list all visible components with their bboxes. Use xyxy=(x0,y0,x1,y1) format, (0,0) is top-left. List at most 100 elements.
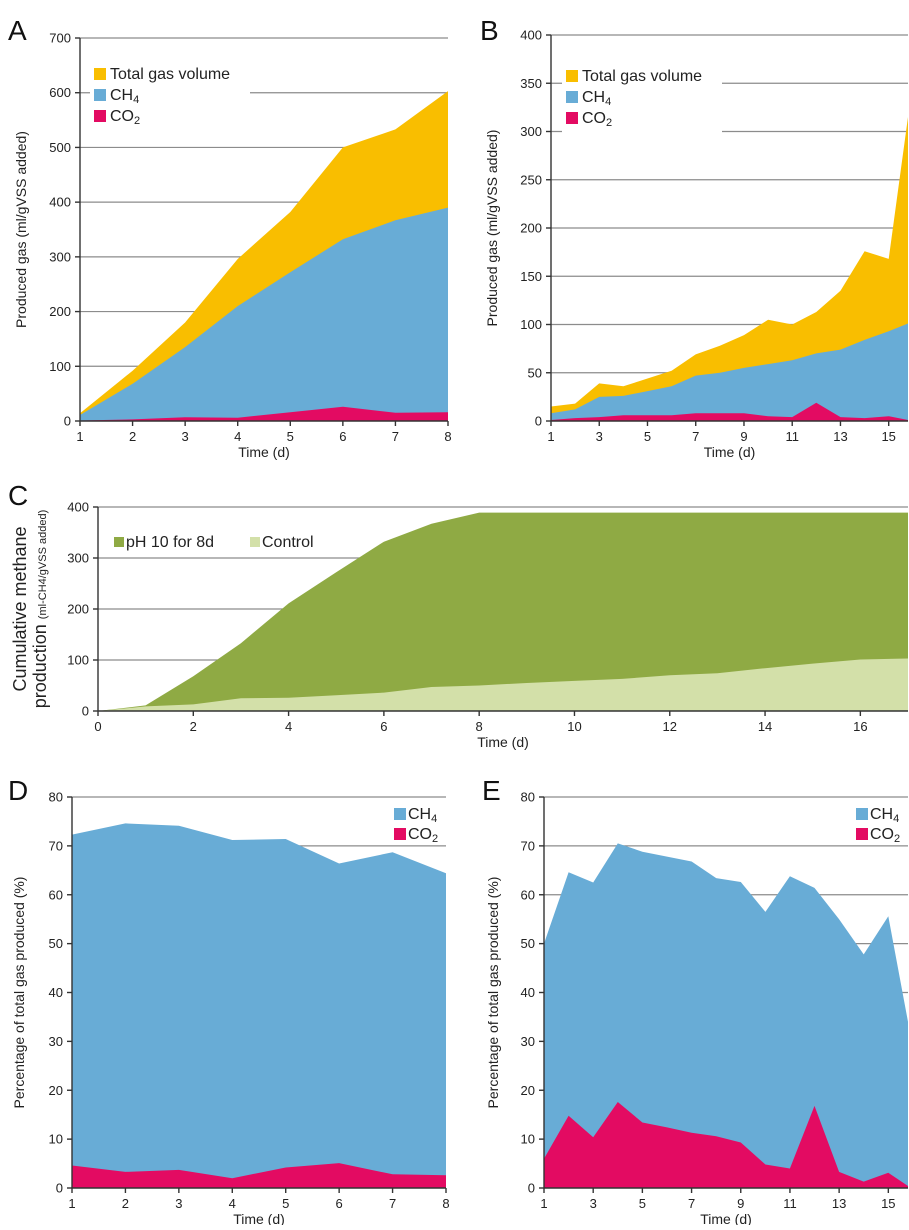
chart-panel-c: 0 100 200 300 400 0 2 4 6 8 10 12 14 16 Time (d) Cumula… xyxy=(8,480,908,750)
legend-swatch-ch4 xyxy=(566,91,578,103)
x-tick-label: 1 xyxy=(547,429,554,444)
x-tick-label: 9 xyxy=(737,1196,744,1211)
y-tick-label: 400 xyxy=(67,500,89,515)
chart-panel-a: 0 100 200 300 400 500 600 700 1 2 3 4 5 6 7 8 Time (d) Pr… xyxy=(8,15,452,460)
area-series-ch4 xyxy=(80,207,448,421)
y-tick-label: 40 xyxy=(49,985,63,1000)
y-tick-label: 200 xyxy=(67,602,89,617)
panel-letter: E xyxy=(482,775,501,806)
x-tick-label: 4 xyxy=(229,1196,236,1211)
x-tick-label: 13 xyxy=(833,429,847,444)
x-tick-label: 7 xyxy=(392,429,399,444)
x-axis-label: Time (d) xyxy=(233,1211,285,1225)
x-tick-label: 11 xyxy=(785,429,799,444)
y-tick-label: 30 xyxy=(521,1034,535,1049)
y-tick-label: 200 xyxy=(520,221,542,236)
area-series-ph-10-for-8d xyxy=(98,512,908,711)
y-axis-label: Percentage of total gas produced (%) xyxy=(11,877,27,1109)
x-axis-label: Time (d) xyxy=(704,444,756,460)
y-tick-label: 0 xyxy=(535,414,542,429)
x-tick-label: 14 xyxy=(758,719,772,734)
x-tick-label: 12 xyxy=(663,719,677,734)
area-series-control xyxy=(98,658,908,711)
legend-label-co2: CO2 xyxy=(408,826,438,845)
y-tick-label: 80 xyxy=(49,790,63,805)
x-tick-label: 1 xyxy=(540,1196,547,1211)
y-tick-label: 700 xyxy=(49,31,71,46)
x-tick-label: 16 xyxy=(853,719,867,734)
panel-letter: D xyxy=(8,775,28,806)
y-tick-label: 250 xyxy=(520,172,542,187)
x-tick-label: 9 xyxy=(740,429,747,444)
area-series-ch4 xyxy=(551,323,908,421)
legend-label-ch4: CH4 xyxy=(408,806,437,825)
y-tick-label: 0 xyxy=(528,1181,535,1196)
y-tick-label: 70 xyxy=(49,838,63,853)
y-tick-label: 10 xyxy=(49,1132,63,1147)
y-tick-label: 70 xyxy=(521,838,535,853)
y-tick-label: 60 xyxy=(49,887,63,902)
x-tick-label: 7 xyxy=(688,1196,695,1211)
y-tick-label: 100 xyxy=(67,653,89,668)
legend-swatch-ph-10-for-8d xyxy=(114,537,124,547)
y-tick-label: 50 xyxy=(528,365,542,380)
x-axis-label: Time (d) xyxy=(700,1211,752,1225)
y-axis-label: Produced gas (ml/gVSS added) xyxy=(484,130,500,327)
x-tick-label: 5 xyxy=(287,429,294,444)
x-tick-label: 3 xyxy=(182,429,189,444)
y-tick-label: 300 xyxy=(49,249,71,264)
legend-background xyxy=(562,66,722,139)
y-tick-label: 20 xyxy=(49,1083,63,1098)
x-tick-label: 1 xyxy=(76,429,83,444)
x-tick-label: 8 xyxy=(442,1196,449,1211)
legend-label-co2: CO2 xyxy=(582,110,612,129)
y-tick-label: 10 xyxy=(521,1132,535,1147)
legend-label-control: Control xyxy=(262,534,314,551)
panel-letter: B xyxy=(480,15,499,46)
y-axis-label: Percentage of total gas produced (%) xyxy=(485,877,501,1109)
x-tick-label: 3 xyxy=(596,429,603,444)
y-tick-label: 200 xyxy=(49,304,71,319)
y-tick-label: 80 xyxy=(521,790,535,805)
x-tick-label: 3 xyxy=(590,1196,597,1211)
x-tick-label: 15 xyxy=(881,1196,895,1211)
legend-swatch-total-gas-volume xyxy=(94,68,106,80)
y-tick-label: 20 xyxy=(521,1083,535,1098)
x-tick-label: 1 xyxy=(68,1196,75,1211)
x-tick-label: 6 xyxy=(336,1196,343,1211)
y-tick-label: 500 xyxy=(49,140,71,155)
x-tick-label: 5 xyxy=(644,429,651,444)
legend-label-co2: CO2 xyxy=(110,108,140,127)
x-tick-label: 8 xyxy=(444,429,451,444)
x-tick-label: 6 xyxy=(339,429,346,444)
legend-label-ch4: CH4 xyxy=(582,89,611,108)
x-tick-label: 2 xyxy=(122,1196,129,1211)
area-series-co2 xyxy=(551,402,908,421)
x-tick-label: 6 xyxy=(380,719,387,734)
y-tick-label: 60 xyxy=(521,887,535,902)
y-tick-label: 100 xyxy=(520,317,542,332)
legend-background xyxy=(90,64,250,137)
chart-panel-d: 0 10 20 30 40 50 60 70 80 1 2 3 4 5 6 7 8 Time (d) Percent… xyxy=(8,775,450,1227)
area-series-co2 xyxy=(544,1102,908,1188)
legend-label-ph-10-for-8d: pH 10 for 8d xyxy=(126,534,214,551)
x-tick-label: 13 xyxy=(832,1196,846,1211)
legend-label-ch4: CH4 xyxy=(870,806,899,825)
x-tick-label: 2 xyxy=(129,429,136,444)
y-tick-label: 100 xyxy=(49,359,71,374)
legend-label-total-gas-volume: Total gas volume xyxy=(110,66,230,83)
legend-swatch-co2 xyxy=(394,828,406,840)
legend-swatch-ch4 xyxy=(394,808,406,820)
area-series-co2 xyxy=(80,406,448,421)
y-axis-label-line1: Cumulative methane xyxy=(10,526,30,691)
y-tick-label: 30 xyxy=(49,1034,63,1049)
y-axis-label: Produced gas (ml/gVSS added) xyxy=(13,131,29,328)
y-tick-label: 600 xyxy=(49,85,71,100)
x-tick-label: 11 xyxy=(783,1196,797,1211)
y-tick-label: 350 xyxy=(520,76,542,91)
x-tick-label: 5 xyxy=(282,1196,289,1211)
area-series-co2 xyxy=(72,1163,446,1188)
